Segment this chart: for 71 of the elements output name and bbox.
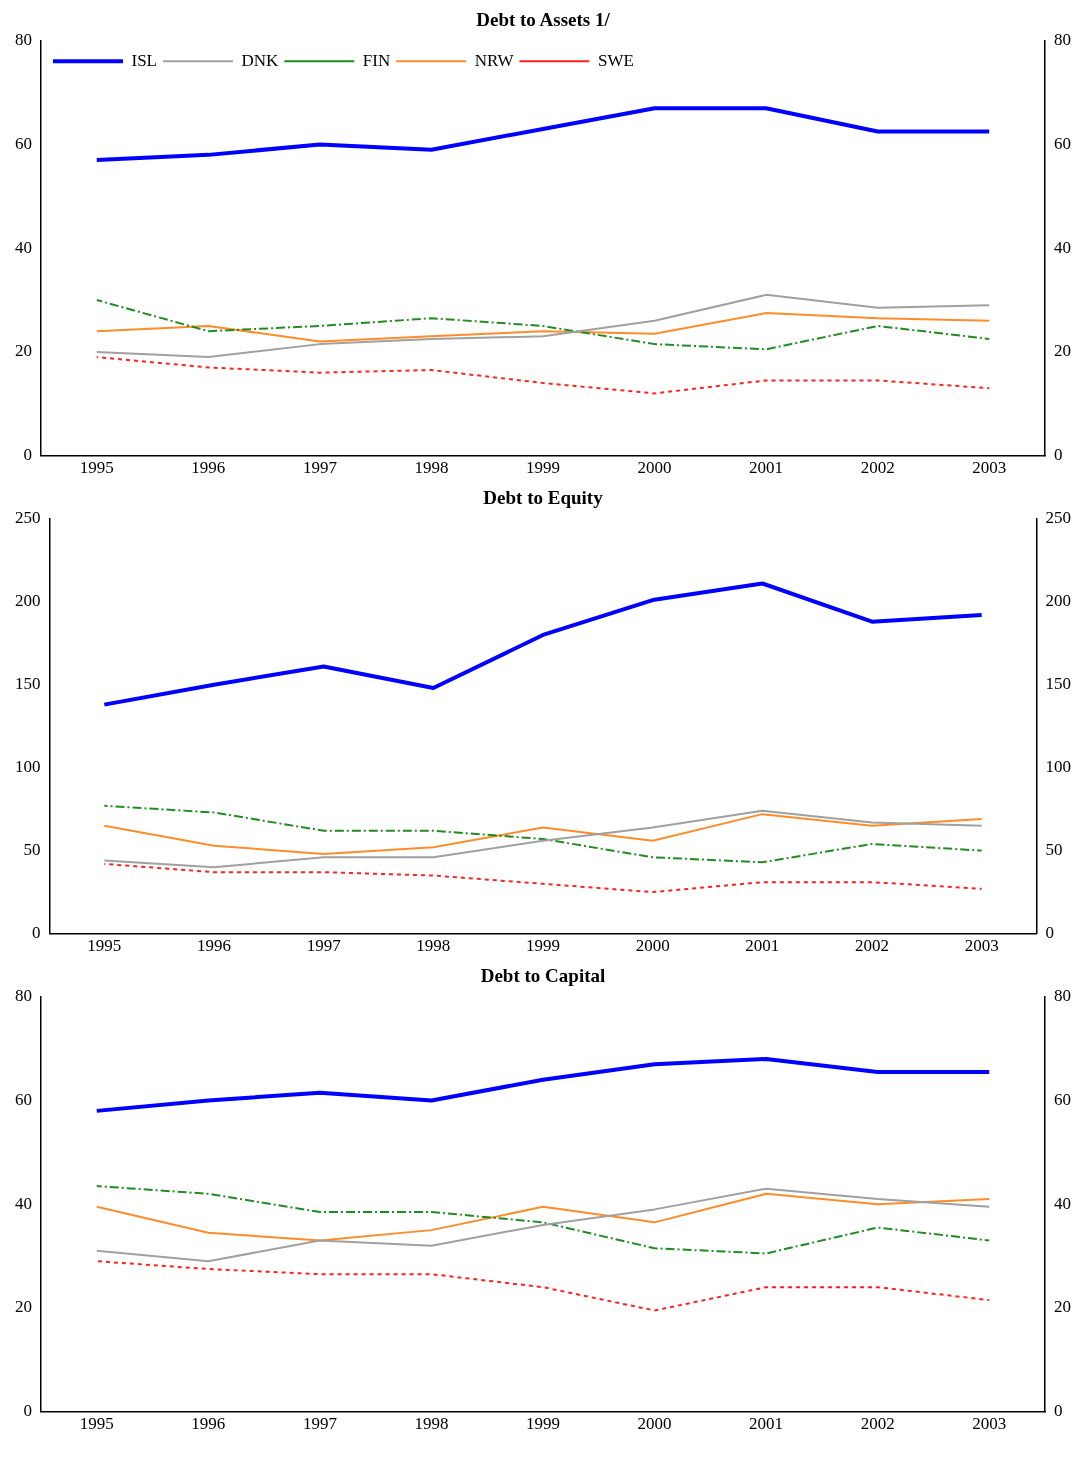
y-tick-label: 0 [23, 1401, 32, 1421]
y2-tick-label: 20 [1054, 341, 1071, 361]
x-tick-label: 2000 [637, 458, 672, 478]
y-tick-label: 20 [15, 1297, 32, 1317]
chart-title: Debt to Assets 1/ [476, 9, 611, 31]
x-tick-label: 1996 [191, 1414, 226, 1434]
x-tick-label: 1996 [191, 458, 226, 478]
y-tick-label: 80 [15, 30, 32, 50]
y-tick-label: 200 [15, 591, 41, 611]
y-tick-label: 60 [15, 1089, 32, 1109]
line-series [95, 299, 991, 351]
y-tick-label: 0 [23, 445, 32, 465]
line-series [95, 1260, 991, 1312]
y-tick-label: 150 [15, 674, 41, 694]
y2-tick-label: 200 [1045, 591, 1071, 611]
x-tick-label: 2002 [860, 1414, 895, 1434]
x-tick-label: 2001 [749, 1414, 784, 1434]
y-tick-label: 100 [15, 757, 41, 777]
y2-tick-label: 250 [1045, 508, 1071, 528]
y-tick-label: 20 [15, 341, 32, 361]
y-tick-label: 60 [15, 133, 32, 153]
x-tick-label: 1998 [416, 936, 451, 956]
y2-tick-label: 0 [1054, 1401, 1063, 1421]
chart-title: Debt to Equity [483, 487, 604, 509]
x-tick-label: 2002 [860, 458, 895, 478]
y2-tick-label: 0 [1045, 923, 1054, 943]
chart-title: Debt to Capital [480, 965, 606, 987]
y2-tick-label: 100 [1045, 757, 1071, 777]
y-tick-label: 50 [23, 840, 41, 860]
y2-tick-label: 150 [1045, 674, 1071, 694]
y2-tick-label: 80 [1054, 30, 1071, 50]
x-tick-label: 2001 [745, 936, 780, 956]
legend-label: FIN [362, 50, 391, 70]
x-tick-label: 1999 [526, 936, 560, 956]
y-tick-label: 0 [32, 923, 41, 943]
x-tick-label: 1995 [87, 936, 122, 956]
x-tick-label: 2003 [972, 458, 1007, 478]
x-tick-label: 1995 [79, 1414, 114, 1434]
x-tick-label: 1997 [302, 458, 338, 478]
x-tick-label: 1999 [526, 1414, 560, 1434]
y-tick-label: 250 [15, 508, 41, 528]
line-series [95, 356, 991, 395]
x-tick-label: 1995 [79, 458, 114, 478]
legend-label: SWE [597, 50, 634, 70]
y2-tick-label: 60 [1054, 133, 1071, 153]
x-tick-label: 1997 [306, 936, 342, 956]
y2-tick-label: 40 [1054, 1193, 1071, 1213]
x-tick-label: 2000 [635, 936, 670, 956]
x-tick-label: 2003 [972, 1414, 1007, 1434]
y-tick-label: 40 [15, 237, 32, 257]
legend-label: ISL [131, 50, 157, 70]
x-tick-label: 1996 [197, 936, 231, 956]
x-tick-label: 1999 [526, 458, 560, 478]
x-tick-label: 2001 [749, 458, 784, 478]
x-tick-label: 1997 [302, 1414, 338, 1434]
legend-label: NRW [474, 50, 515, 70]
x-tick-label: 1998 [414, 1414, 449, 1434]
y2-tick-label: 50 [1045, 840, 1063, 860]
y2-tick-label: 80 [1054, 986, 1071, 1006]
x-tick-label: 1998 [414, 458, 449, 478]
x-tick-label: 2000 [637, 1414, 672, 1434]
y2-tick-label: 60 [1054, 1089, 1071, 1109]
legend-label: DNK [241, 50, 280, 70]
x-tick-label: 2002 [855, 936, 889, 956]
line-series [103, 862, 983, 894]
y-tick-label: 80 [15, 986, 32, 1006]
y2-tick-label: 20 [1054, 1297, 1071, 1317]
y2-tick-label: 0 [1054, 445, 1063, 465]
y2-tick-label: 40 [1054, 237, 1071, 257]
y-tick-label: 40 [15, 1193, 32, 1213]
x-tick-label: 2003 [964, 936, 999, 956]
